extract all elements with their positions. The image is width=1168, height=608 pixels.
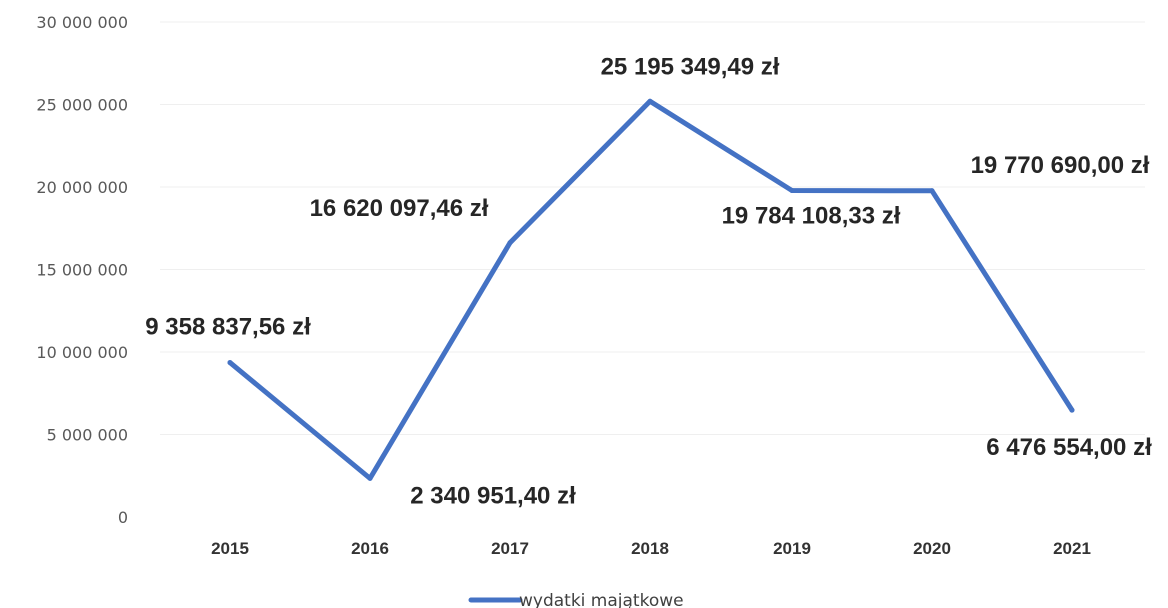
- data-label: 6 476 554,00 zł: [986, 434, 1152, 461]
- data-point: [1069, 407, 1075, 413]
- data-label: 19 770 690,00 zł: [971, 152, 1150, 179]
- y-axis: 0 5 000 000 10 000 000 15 000 000 20 000 000…: [36, 13, 128, 527]
- y-tick-label: 15 000 000: [36, 261, 128, 280]
- data-label: 16 620 097,46 zł: [310, 195, 489, 222]
- y-tick-label: 10 000 000: [36, 343, 128, 362]
- x-tick-label: 2017: [491, 539, 529, 558]
- x-tick-label: 2016: [351, 539, 389, 558]
- data-label: 25 195 349,49 zł: [601, 53, 780, 80]
- data-label: 2 340 951,40 zł: [410, 482, 576, 509]
- y-tick-label: 0: [118, 508, 128, 527]
- data-point: [647, 98, 653, 104]
- x-tick-label: 2015: [211, 539, 249, 558]
- data-labels: 9 358 837,56 zł 2 340 951,40 zł 16 620 097…: [145, 53, 1152, 509]
- y-tick-label: 30 000 000: [36, 13, 128, 32]
- data-label: 19 784 108,33 zł: [722, 203, 901, 230]
- data-point: [507, 240, 513, 246]
- x-tick-label: 2018: [631, 539, 669, 558]
- data-point: [227, 360, 233, 366]
- legend: wydatki majątkowe: [468, 591, 684, 608]
- legend-label: wydatki majątkowe: [519, 591, 684, 608]
- gridlines: [160, 21, 1145, 435]
- x-tick-label: 2020: [913, 539, 951, 558]
- data-label: 9 358 837,56 zł: [145, 314, 311, 341]
- series-line: [227, 98, 1075, 481]
- y-tick-label: 5 000 000: [47, 426, 128, 445]
- y-tick-label: 25 000 000: [36, 96, 128, 115]
- x-axis: 2015 2016 2017 2018 2019 2020 2021: [211, 539, 1091, 558]
- data-point: [929, 188, 935, 194]
- data-point: [367, 475, 373, 481]
- x-tick-label: 2019: [773, 539, 811, 558]
- data-point: [789, 188, 795, 194]
- y-tick-label: 20 000 000: [36, 178, 128, 197]
- x-tick-label: 2021: [1053, 539, 1091, 558]
- series-lines: [227, 98, 1075, 481]
